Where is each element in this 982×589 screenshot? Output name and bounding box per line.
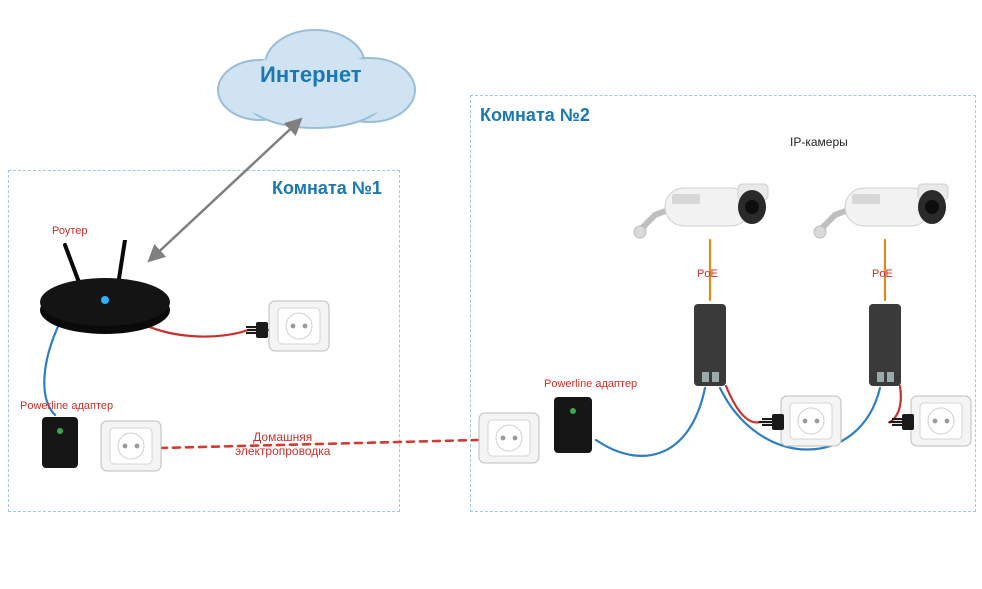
powerline-adapter-2 xyxy=(552,395,594,455)
internet-cloud-label: Интернет xyxy=(260,62,362,88)
wall-outlet-poe1 xyxy=(780,395,842,447)
ip-camera-1 xyxy=(620,160,780,240)
ip-camera-2 xyxy=(800,160,960,240)
room-2-title: Комната №2 xyxy=(480,105,590,126)
room-1-title: Комната №1 xyxy=(272,178,382,199)
poe-injector-1 xyxy=(690,300,730,390)
router-label: Роутер xyxy=(52,225,88,237)
powerline-adapter-1 xyxy=(40,415,80,470)
router-device xyxy=(30,240,180,330)
power-plug-poe2 xyxy=(886,410,916,439)
powerline-adapter-2-label: Powerline адаптер xyxy=(544,378,637,390)
ip-cameras-label: IP-камеры xyxy=(790,135,848,149)
wall-outlet-poe2 xyxy=(910,395,972,447)
power-plug-poe1 xyxy=(756,410,786,439)
diagram-stage: Интернет Комната №1 Комната №2 Роутер xyxy=(0,0,982,589)
home-wiring-label-line2: электропроводка xyxy=(235,444,330,458)
wall-outlet-pla2 xyxy=(478,412,540,464)
wall-outlet-room1 xyxy=(268,300,330,352)
internet-cloud: Интернет xyxy=(200,20,430,130)
poe-1-label: PoE xyxy=(697,268,718,280)
wall-outlet-pla1 xyxy=(100,420,162,472)
powerline-adapter-1-label: Powerline адаптер xyxy=(20,400,113,412)
poe-injector-2 xyxy=(865,300,905,390)
poe-2-label: PoE xyxy=(872,268,893,280)
home-wiring-label-line1: Домашняя xyxy=(253,430,312,444)
power-plug-room1 xyxy=(240,318,270,347)
home-wiring-label: Домашняя электропроводка xyxy=(235,430,330,458)
